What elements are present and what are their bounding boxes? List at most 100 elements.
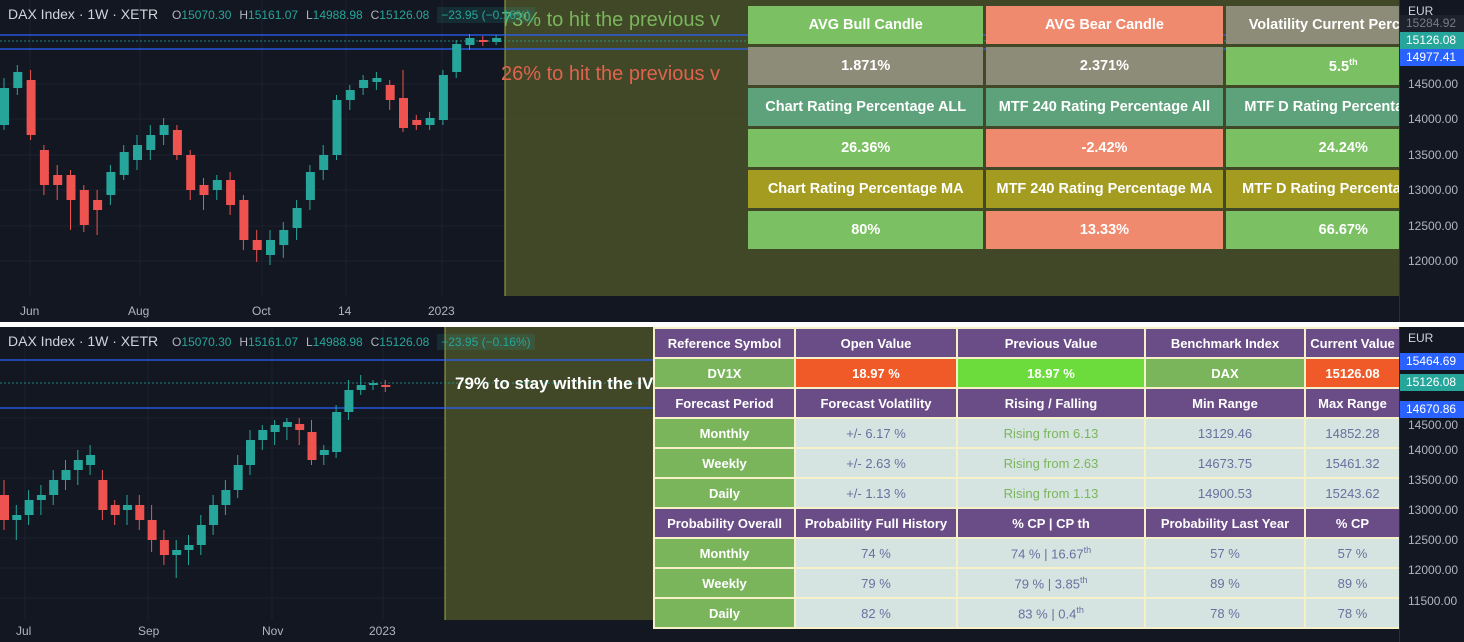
column-header: % CP <box>1304 507 1401 539</box>
table-cell: 13129.46 <box>1144 417 1306 449</box>
period-label: Daily <box>653 597 796 629</box>
candle-body <box>356 385 366 390</box>
stats-cell: 1.871% <box>748 47 984 85</box>
candle-body <box>332 100 342 155</box>
column-header: Probability Full History <box>794 507 958 539</box>
candle-body <box>86 455 96 465</box>
candle-body <box>221 490 231 505</box>
candle-body <box>36 495 46 500</box>
low-value: L14988.98 <box>305 335 363 349</box>
time-axis-top[interactable]: Jun Aug Oct 14 2023 <box>0 300 1399 322</box>
price-axis-top[interactable]: EUR 15284.92 15126.08 14977.41 14500.00 … <box>1399 0 1464 322</box>
candle-body <box>385 85 395 100</box>
probability-row: Daily 82 % 83 % | 0.4th 78 % 78 % <box>653 597 1401 629</box>
price-tick: 14000.00 <box>1408 443 1459 457</box>
time-tick: Jun <box>20 304 40 318</box>
stats-row: 1.871% 2.371% 5.5th <box>748 47 1461 85</box>
price-tick: 12500.00 <box>1408 533 1459 547</box>
candle-body <box>73 460 83 470</box>
candle-body <box>478 40 488 42</box>
table-cell: +/- 1.13 % <box>794 477 958 509</box>
table-cell: 14900.53 <box>1144 477 1306 509</box>
forecast-row: Monthly +/- 6.17 % Rising from 6.13 13129.4… <box>653 417 1401 449</box>
candle-body <box>381 385 391 387</box>
symbol-title[interactable]: DAX Index · 1W · XETR <box>8 6 159 22</box>
table-cell: 15461.32 <box>1304 447 1401 479</box>
probability-row: Weekly 79 % 79 % | 3.85th 89 % 89 % <box>653 567 1401 599</box>
candle-body <box>135 505 145 520</box>
table-cell: 83 % | 0.4th <box>956 597 1146 629</box>
table-cell: 78 % <box>1304 597 1401 629</box>
candle-body <box>172 130 182 155</box>
candle-body <box>24 500 34 515</box>
symbol-title[interactable]: DAX Index · 1W · XETR <box>8 333 159 349</box>
chart-legend: DAX Index · 1W · XETR O15070.30 H15161.0… <box>8 6 535 23</box>
value-cell: 18.97 % <box>956 357 1146 389</box>
candle-body <box>49 480 59 495</box>
table-cell: 57 % <box>1144 537 1306 569</box>
column-header: Forecast Volatility <box>794 387 958 419</box>
candle-body <box>0 88 9 125</box>
candle-body <box>172 550 182 555</box>
table-cell: 89 % <box>1144 567 1306 599</box>
candle-body <box>492 38 502 42</box>
price-tick: 14500.00 <box>1408 77 1459 91</box>
time-axis-bottom[interactable]: Jul Sep Nov 2023 <box>0 620 1399 642</box>
candle-body <box>438 75 448 120</box>
column-header: Probability Overall <box>653 507 796 539</box>
table-cell: Rising from 6.13 <box>956 417 1146 449</box>
column-header: % CP | CP th <box>956 507 1146 539</box>
candle-body <box>369 383 378 385</box>
table-cell: 14673.75 <box>1144 447 1306 479</box>
stats-cell: AVG Bear Candle <box>986 6 1223 44</box>
price-tag-top: 15284.92 <box>1400 15 1464 32</box>
chart-panel-top[interactable]: DAX Index · 1W · XETR O15070.30 H15161.0… <box>0 0 1464 322</box>
candle-body <box>399 98 408 128</box>
time-tick: Nov <box>262 624 284 638</box>
table-cell: 15243.62 <box>1304 477 1401 509</box>
value-cell: 18.97 % <box>794 357 958 389</box>
time-tick: 14 <box>338 304 352 318</box>
time-tick: Aug <box>128 304 150 318</box>
currency-label: EUR <box>1408 331 1434 345</box>
candle-body <box>345 90 355 100</box>
candle-body <box>246 440 255 465</box>
period-label: Monthly <box>653 417 796 449</box>
probability-row: Monthly 74 % 74 % | 16.67th 57 % 57 % <box>653 537 1401 569</box>
price-tick: 13000.00 <box>1408 503 1459 517</box>
candle-body <box>184 545 194 550</box>
candle-body <box>319 450 329 455</box>
candle-body <box>258 430 268 440</box>
candle-body <box>66 175 76 200</box>
table-cell: 74 % | 16.67th <box>956 537 1146 569</box>
stats-cell: -2.42% <box>986 129 1223 167</box>
candle-body <box>452 44 462 72</box>
column-header: Benchmark Index <box>1144 327 1306 359</box>
header-row: Forecast Period Forecast Volatility Rising… <box>653 387 1401 419</box>
time-tick: 2023 <box>369 624 396 638</box>
probability-text-range: 79% to stay within the IV <box>455 374 654 393</box>
stats-cell: Chart Rating Percentage MA <box>748 170 984 208</box>
table-cell: 79 % <box>794 567 958 599</box>
candle-body <box>133 145 142 160</box>
table-cell: +/- 6.17 % <box>794 417 958 449</box>
candle-body <box>465 38 475 45</box>
candle-body <box>0 495 9 520</box>
candle-body <box>359 80 369 88</box>
candle-body <box>270 425 280 432</box>
column-header: Forecast Period <box>653 387 796 419</box>
time-tick: 2023 <box>428 304 455 318</box>
currency-label: EUR <box>1408 4 1434 18</box>
candle-body <box>279 230 289 245</box>
candle-body <box>79 190 89 225</box>
header-row: Reference Symbol Open Value Previous Value… <box>653 327 1401 359</box>
chart-panel-bottom[interactable]: DAX Index · 1W · XETR O15070.30 H15161.0… <box>0 327 1464 642</box>
price-axis-bottom[interactable]: EUR 15464.69 15126.08 14670.86 14500.00 … <box>1399 327 1464 642</box>
value-row: DV1X 18.97 % 18.97 % DAX 15126.08 <box>653 357 1401 389</box>
candle-stats-table: AVG Bull Candle AVG Bear Candle Volatility… <box>745 3 1464 252</box>
probability-text-bull: 73% to hit the previous v <box>501 9 721 31</box>
chart-legend: DAX Index · 1W · XETR O15070.30 H15161.0… <box>8 333 535 350</box>
candle-body <box>212 180 222 190</box>
table-cell: 14852.28 <box>1304 417 1401 449</box>
volatility-forecast-table: Reference Symbol Open Value Previous Value… <box>653 327 1401 629</box>
